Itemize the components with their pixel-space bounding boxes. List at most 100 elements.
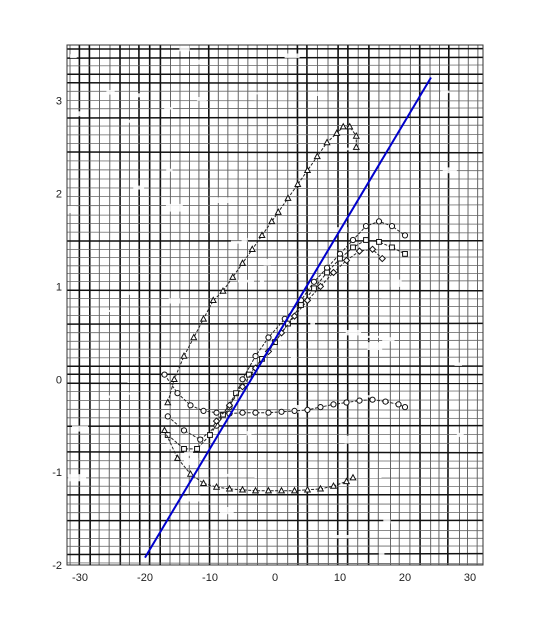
data-point bbox=[170, 375, 178, 382]
grid-line-horizontal bbox=[66, 231, 484, 234]
data-point bbox=[200, 407, 207, 414]
data-point bbox=[323, 138, 331, 146]
scan-speckle bbox=[168, 298, 181, 304]
scan-speckle bbox=[124, 120, 133, 123]
data-point bbox=[181, 446, 187, 452]
scan-speckle bbox=[164, 107, 173, 110]
data-point bbox=[346, 122, 354, 130]
data-point bbox=[225, 401, 234, 409]
scan-speckle bbox=[237, 279, 254, 283]
data-point bbox=[337, 255, 343, 262]
grid-line-horizontal bbox=[66, 151, 484, 154]
scan-speckle bbox=[179, 45, 190, 52]
x-tick-label: 20 bbox=[399, 572, 411, 584]
data-point bbox=[173, 454, 182, 461]
y-tick-label: -1 bbox=[52, 467, 62, 479]
data-point bbox=[199, 314, 208, 322]
data-point bbox=[274, 208, 282, 215]
data-point bbox=[350, 244, 356, 251]
data-point bbox=[290, 486, 299, 494]
scan-speckle bbox=[72, 425, 89, 432]
plot-frame bbox=[66, 44, 484, 566]
series-6 bbox=[160, 426, 357, 494]
data-point bbox=[164, 413, 171, 420]
data-point bbox=[265, 334, 272, 341]
data-point bbox=[190, 333, 198, 341]
data-point bbox=[277, 486, 286, 494]
scan-speckle bbox=[246, 431, 252, 436]
data-point bbox=[382, 398, 389, 405]
data-point bbox=[180, 352, 188, 359]
data-point bbox=[246, 371, 252, 378]
data-point bbox=[207, 432, 213, 438]
grid-line-vertical bbox=[438, 44, 440, 566]
data-point bbox=[330, 401, 337, 408]
grid-line-horizontal bbox=[66, 305, 484, 308]
grid-line-horizontal bbox=[66, 529, 484, 532]
series-4 bbox=[212, 245, 386, 425]
data-point bbox=[164, 398, 172, 406]
scan-speckle bbox=[68, 474, 87, 482]
scan-speckle bbox=[462, 52, 467, 56]
data-point bbox=[258, 231, 266, 239]
x-tick-label: 0 bbox=[272, 572, 278, 584]
series-line bbox=[216, 248, 383, 422]
data-point bbox=[329, 268, 338, 277]
scan-speckle bbox=[166, 168, 173, 172]
data-point bbox=[233, 390, 239, 397]
data-series bbox=[160, 122, 409, 494]
scan-speckle bbox=[382, 337, 395, 342]
x-tick-label: 10 bbox=[334, 572, 346, 584]
data-point bbox=[265, 409, 272, 416]
data-point bbox=[356, 397, 363, 404]
series-1 bbox=[164, 122, 360, 406]
series-2 bbox=[164, 218, 409, 443]
grid-line-horizontal bbox=[66, 390, 484, 393]
y-tick-label: 0 bbox=[56, 374, 62, 386]
data-point bbox=[213, 409, 220, 416]
y-tick-label: 3 bbox=[56, 96, 62, 108]
scan-speckle bbox=[383, 519, 391, 524]
scan-speckle bbox=[290, 405, 304, 413]
grid-line-horizontal bbox=[66, 356, 484, 359]
scan-speckle bbox=[231, 240, 247, 244]
grid-line-horizontal bbox=[66, 314, 484, 317]
data-point bbox=[342, 256, 351, 265]
data-point bbox=[363, 237, 369, 243]
scan-speckle bbox=[367, 342, 383, 350]
data-point bbox=[248, 245, 256, 252]
scan-speckle bbox=[328, 295, 334, 298]
fit-line bbox=[144, 76, 432, 559]
grid-line-horizontal bbox=[66, 256, 484, 259]
data-point bbox=[343, 399, 350, 406]
fit-line-segment bbox=[144, 76, 432, 559]
grid-line-vertical bbox=[446, 44, 450, 566]
grid-line-horizontal bbox=[66, 160, 484, 163]
scan-speckle bbox=[224, 473, 230, 477]
scan-speckle bbox=[166, 443, 175, 450]
series-line bbox=[164, 430, 354, 492]
scan-speckle bbox=[108, 395, 115, 398]
grid-line-horizontal bbox=[66, 116, 484, 119]
data-point bbox=[209, 296, 217, 304]
data-point bbox=[368, 245, 377, 253]
data-point bbox=[174, 390, 181, 397]
data-point bbox=[225, 484, 234, 492]
grid-line-horizontal bbox=[66, 82, 484, 85]
data-point bbox=[401, 232, 409, 239]
data-point bbox=[402, 251, 408, 257]
data-point bbox=[352, 143, 360, 150]
scan-speckle bbox=[263, 258, 271, 266]
scan-speckle bbox=[254, 92, 266, 95]
data-point bbox=[375, 218, 383, 225]
data-point bbox=[342, 477, 351, 485]
scan-speckle bbox=[196, 97, 207, 101]
data-point bbox=[352, 131, 360, 139]
data-point bbox=[362, 223, 370, 230]
scan-speckle bbox=[341, 147, 356, 151]
scan-speckle bbox=[310, 320, 315, 326]
scan-speckle bbox=[187, 495, 201, 502]
data-point bbox=[285, 320, 291, 327]
grid-line-vertical bbox=[458, 44, 460, 566]
